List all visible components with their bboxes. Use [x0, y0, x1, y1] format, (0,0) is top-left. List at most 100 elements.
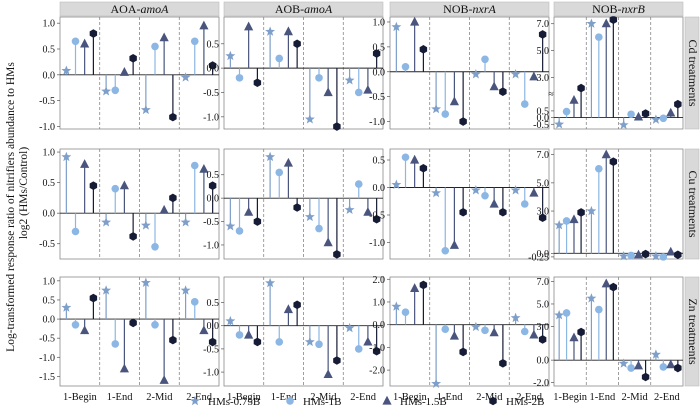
- marker-hms-0-75b: [554, 119, 565, 129]
- marker-hms-2b: [459, 347, 467, 357]
- marker-hms-1-5b: [601, 278, 611, 288]
- marker-hms-1-5b: [489, 327, 499, 337]
- marker-hms-2b: [577, 83, 585, 93]
- marker-hms-2b: [333, 356, 341, 365]
- marker-hms-2b: [89, 29, 98, 38]
- marker-hms-1-5b: [283, 26, 293, 36]
- legend-item: HMs-0.75B: [190, 395, 260, 408]
- marker-hms-1-5b: [569, 214, 579, 224]
- marker-hms-0-75b: [470, 321, 481, 332]
- marker-hms-2b: [538, 213, 547, 223]
- marker-hms-1-5b: [666, 359, 676, 369]
- legend-item: HMs-2B: [489, 396, 545, 408]
- marker-hms-1b: [190, 161, 199, 170]
- marker-hms-0-75b: [180, 217, 191, 227]
- y-tick-label: 0.0: [373, 183, 386, 194]
- y-tick-label: 3.0: [537, 73, 550, 84]
- y-tick-label: 2.0: [373, 275, 386, 286]
- x-tick-label: 1-End: [590, 392, 616, 403]
- marker-hms-0-75b: [431, 187, 442, 198]
- marker-hms-0-75b: [618, 358, 629, 368]
- marker-hms-1-5b: [323, 237, 333, 247]
- marker-hms-0-75b: [61, 65, 72, 75]
- marker-hms-0-75b: [431, 378, 442, 388]
- x-tick-label: 1-Begin: [393, 392, 428, 403]
- marker-hms-2b: [293, 39, 301, 49]
- marker-hms-1b: [71, 227, 80, 236]
- y-tick-label: -1.0: [369, 343, 385, 354]
- marker-hms-1b: [235, 331, 244, 339]
- marker-hms-1-5b: [244, 21, 254, 31]
- marker-hms-0-75b: [304, 114, 315, 124]
- y-tick-label: 7.0: [537, 19, 550, 30]
- marker-hms-1b: [354, 180, 363, 188]
- y-tick-label: 5.0: [537, 178, 550, 189]
- legend-label: HMs-1.5B: [400, 396, 447, 408]
- marker-hms-1b: [595, 164, 603, 173]
- marker-hms-0-75b: [140, 277, 151, 287]
- marker-hms-1-5b: [244, 206, 254, 216]
- marker-hms-2b: [208, 181, 217, 190]
- marker-hms-2b: [419, 280, 428, 290]
- marker-hms-2b: [459, 117, 467, 126]
- marker-hms-1-5b: [410, 283, 420, 292]
- marker-hms-0-75b: [650, 250, 661, 261]
- marker-hms-1b: [520, 100, 529, 108]
- marker-hms-2b: [129, 318, 137, 328]
- marker-hms-2b: [208, 337, 217, 347]
- x-tick-label: 1-Begin: [553, 392, 588, 403]
- marker-hms-1-5b: [569, 332, 579, 342]
- y-tick-label: 0.5: [207, 170, 220, 181]
- marker-hms-2b: [293, 300, 301, 310]
- row-strip-label: Zn treatments: [686, 298, 700, 365]
- panel-1-3: 1.00.50.0-0.5-1.0: [369, 16, 550, 130]
- marker-hms-0-75b: [225, 315, 236, 326]
- marker-hms-0-75b: [431, 103, 442, 114]
- column-strip: [553, 1, 684, 17]
- marker-hms-1b: [315, 74, 323, 82]
- marker-hms-1-5b: [489, 198, 499, 208]
- row-strip-label: Cu treatments: [686, 171, 700, 238]
- marker-hms-1b: [275, 168, 284, 177]
- marker-hms-0-75b: [344, 204, 355, 215]
- marker-hms-0-75b: [391, 21, 402, 32]
- marker-hms-0-75b: [180, 72, 191, 82]
- marker-hms-2b: [333, 250, 341, 259]
- y-tick-label: -1.0: [203, 368, 219, 379]
- marker-hms-1b: [401, 308, 410, 316]
- y-tick-label: -1.0: [369, 238, 385, 249]
- marker-hms-2b: [499, 207, 507, 217]
- marker-hms-1-5b: [244, 329, 254, 339]
- marker-hms-1-5b: [199, 325, 209, 335]
- row-strip: [684, 276, 700, 387]
- marker-hms-1b: [627, 251, 635, 260]
- marker-hms-1b: [562, 309, 571, 317]
- marker-hms-2b: [89, 181, 98, 190]
- marker-hms-1-5b: [159, 32, 169, 42]
- marker-hms-1b: [520, 200, 529, 208]
- panel-1-1: 1.0 0.5 0.0 -0.5 -1.0: [39, 16, 220, 133]
- y-axis-label-line1: Log-transformed response ratio of nitrif…: [5, 62, 17, 352]
- panel-1-4: 7.0 5.0 3.0 0.50.0-0.5 ≈: [533, 15, 684, 131]
- marker-hms-0-75b: [140, 220, 151, 230]
- marker-hms-1-5b: [119, 363, 129, 373]
- marker-hms-0-75b: [265, 277, 276, 288]
- marker-hms-2b: [169, 193, 177, 203]
- x-tick-label: 2-End: [186, 392, 212, 403]
- marker-hms-1-5b: [199, 20, 209, 30]
- marker-hms-1-5b: [363, 336, 373, 346]
- y-tick-label: 0.0: [373, 67, 386, 78]
- marker-hms-2b: [253, 217, 262, 226]
- panel-1-2: 0.5 0.0 -0.5 -1.0: [203, 16, 384, 131]
- y-tick-label: -0.25: [528, 252, 549, 263]
- marker-hms-0-75b: [101, 86, 112, 96]
- marker-hms-2b: [641, 109, 650, 118]
- marker-hms-1-5b: [601, 149, 611, 159]
- triangle-icon: [382, 395, 392, 405]
- marker-hms-2b: [333, 122, 341, 131]
- x-axis-labels: 1-Begin 1-End 2-Mid 2-End 1-Begin 1-End 2-Mid 2…: [63, 392, 680, 403]
- marker-hms-0-75b: [586, 293, 597, 303]
- marker-hms-1-5b: [410, 16, 420, 26]
- y-tick-label: -0.5: [203, 344, 219, 355]
- y-tick-label: 0.0: [43, 70, 56, 81]
